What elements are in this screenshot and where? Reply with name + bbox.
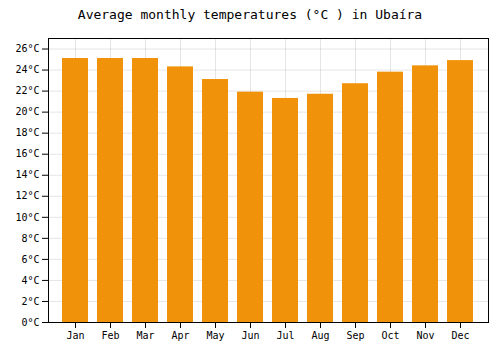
svg-text:Feb: Feb [101, 330, 119, 341]
svg-text:Mar: Mar [136, 330, 154, 341]
svg-text:Jan: Jan [66, 330, 84, 341]
svg-text:Sep: Sep [346, 330, 364, 341]
svg-text:2°C: 2°C [21, 296, 39, 307]
svg-text:Dec: Dec [451, 330, 469, 341]
html-text:Average monthly temperatures (: Average monthly temperatures (°C ) in Ub… [77, 7, 423, 22]
svg-text:Oct: Oct [381, 330, 399, 341]
svg-text:16°C: 16°C [15, 148, 39, 159]
svg-text:20°C: 20°C [15, 106, 39, 117]
svg-text:4°C: 4°C [21, 275, 39, 286]
svg-text:14°C: 14°C [15, 169, 39, 180]
svg-text:Jun: Jun [241, 330, 259, 341]
svg-text:Jul: Jul [276, 330, 294, 341]
svg-text:0°C: 0°C [21, 317, 39, 328]
svg-text:26°C: 26°C [15, 43, 39, 54]
svg-text:10°C: 10°C [15, 212, 39, 223]
svg-text:6°C: 6°C [21, 254, 39, 265]
svg-text:24°C: 24°C [15, 64, 39, 75]
svg-text:12°C: 12°C [15, 190, 39, 201]
svg-text:Nov: Nov [416, 330, 434, 341]
svg-text:8°C: 8°C [21, 233, 39, 244]
svg-text:Aug: Aug [311, 330, 329, 341]
svg-text:22°C: 22°C [15, 85, 39, 96]
svg-text:Apr: Apr [171, 330, 189, 341]
svg-text:May: May [206, 330, 224, 341]
svg-text:18°C: 18°C [15, 127, 39, 138]
